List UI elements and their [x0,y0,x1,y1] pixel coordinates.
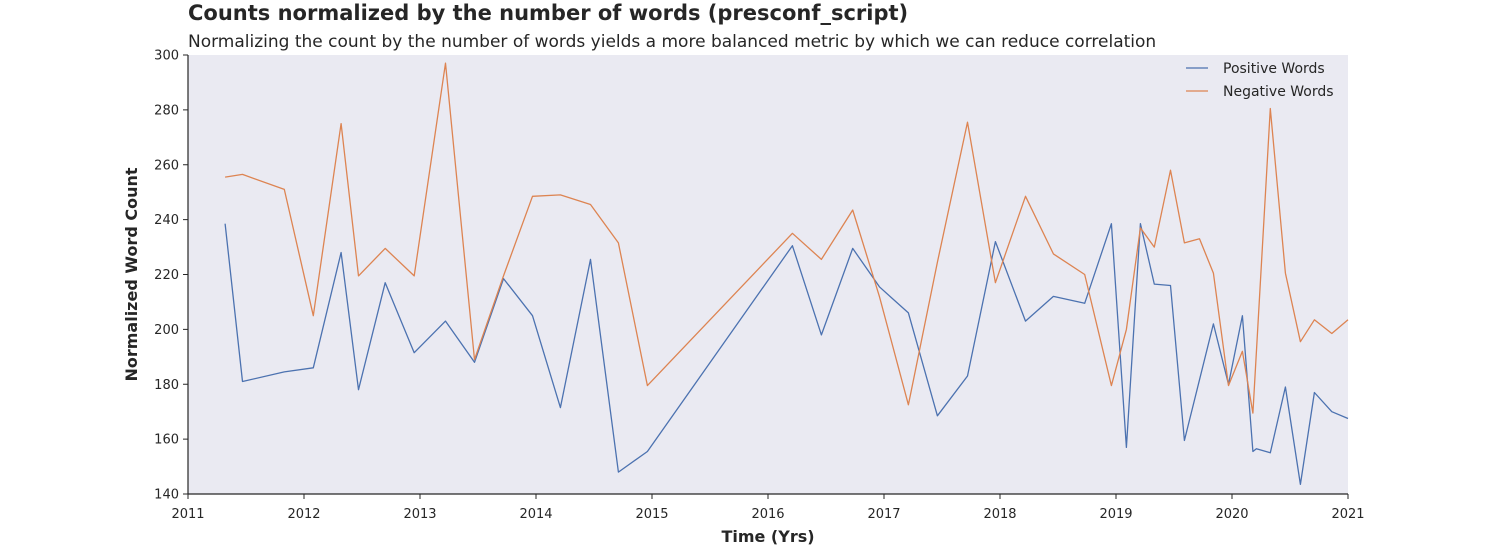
y-tick-label: 160 [154,433,179,448]
x-tick-label: 2019 [1099,507,1132,522]
y-tick-label: 200 [154,323,179,338]
axes-layer: 140 160 180 200 220 240 260 280 300 2011 2012 2013 2… [154,49,1364,523]
y-tick-label: 280 [154,103,179,118]
y-tick-label: 220 [154,268,179,283]
x-tick-label: 2014 [519,507,552,522]
x-tick-label: 2020 [1215,507,1248,522]
series-line-1 [225,62,1349,414]
legend: Positive Words Negative Words [1186,61,1334,100]
legend-label-1: Negative Words [1223,84,1334,100]
y-tick-label: 140 [154,488,179,503]
x-tick-label: 2018 [983,507,1016,522]
chart-title: Counts normalized by the number of words… [188,1,909,25]
plot-area [188,55,1348,494]
x-tick-label: 2011 [171,507,204,522]
y-tick-label: 240 [154,213,179,228]
y-tick-label: 300 [154,49,179,64]
y-axis-label: Normalized Word Count [122,167,141,381]
legend-label-0: Positive Words [1223,61,1325,77]
series-layer [224,62,1349,486]
y-tick-label: 180 [154,378,179,393]
y-tick-label: 260 [154,158,179,173]
x-tick-label: 2017 [867,507,900,522]
x-axis-label: Time (Yrs) [721,527,814,546]
x-tick-label: 2021 [1331,507,1364,522]
x-tick-label: 2015 [635,507,668,522]
x-tick-label: 2016 [751,507,784,522]
chart-subtitle: Normalizing the count by the number of w… [188,32,1157,52]
x-tick-label: 2012 [287,507,320,522]
x-tick-label: 2013 [403,507,436,522]
series-line-0 [224,223,1349,486]
